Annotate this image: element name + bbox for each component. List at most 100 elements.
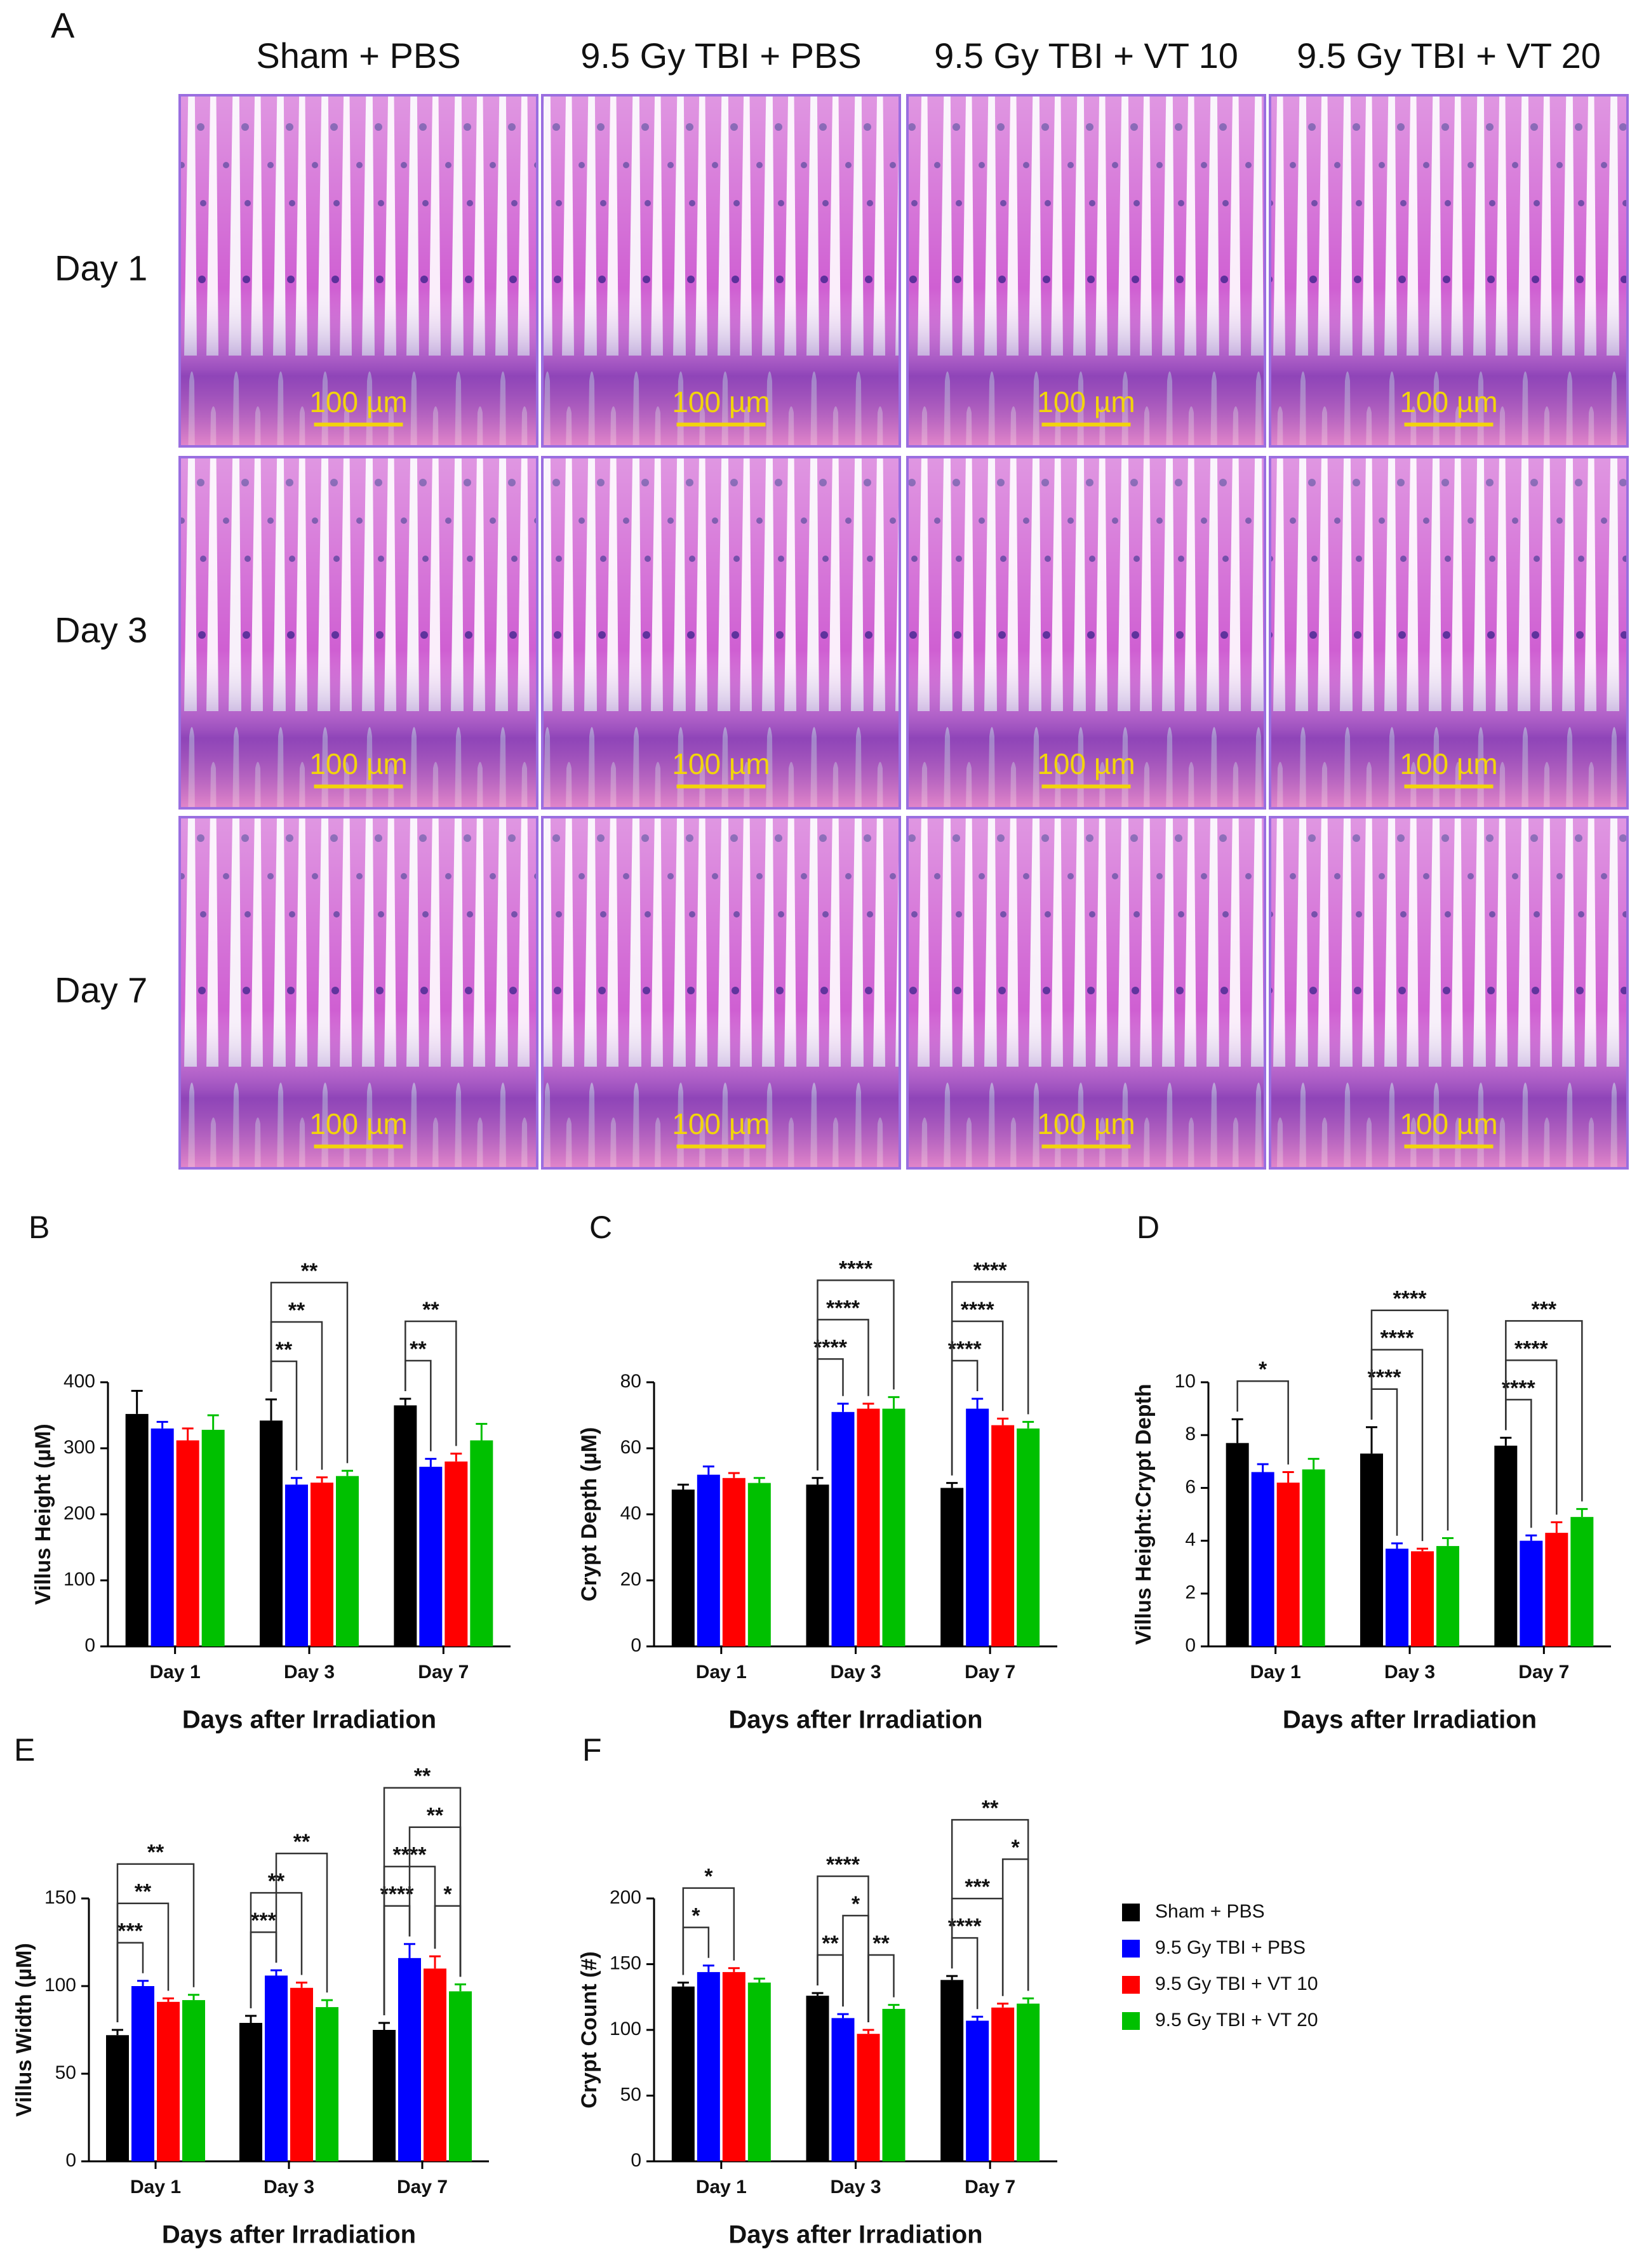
panel-label: D — [1137, 1210, 1160, 1245]
bar — [1436, 1545, 1459, 1646]
y-axis-label: Villus Height:Crypt Depth — [1132, 1384, 1156, 1644]
y-tick-label: 200 — [64, 1503, 95, 1524]
significance-label: **** — [948, 1337, 982, 1361]
y-tick-label: 4 — [1185, 1530, 1196, 1551]
error-bar — [753, 1977, 765, 1983]
error-bar — [702, 1465, 714, 1475]
x-tick-label: Day 3 — [284, 1662, 335, 1683]
bar — [131, 1986, 154, 2161]
bar — [373, 2030, 396, 2161]
significance-label: **** — [1514, 1337, 1549, 1361]
legend-label: 9.5 Gy TBI + VT 20 — [1155, 2010, 1318, 2031]
bar — [697, 1971, 720, 2161]
bar — [336, 1476, 359, 1646]
x-tick-label: Day 3 — [830, 2177, 881, 2198]
bar — [722, 1478, 745, 1646]
significance-bracket — [817, 1875, 869, 2022]
x-axis-label: Days after Irradiation — [182, 1706, 436, 1734]
histology-shade — [1269, 816, 1629, 1170]
significance-label: **** — [1368, 1366, 1402, 1390]
bar — [1302, 1469, 1325, 1646]
bar — [1226, 1443, 1249, 1646]
y-tick-label: 80 — [620, 1371, 641, 1392]
significance-label: * — [704, 1865, 713, 1889]
scale-bar-label: 100 µm — [1400, 385, 1497, 418]
y-tick-label: 300 — [64, 1437, 95, 1458]
x-tick-label: Day 1 — [150, 1662, 201, 1683]
bar — [1520, 1540, 1543, 1646]
significance-label: **** — [1393, 1287, 1427, 1311]
bar — [316, 2007, 338, 2161]
y-tick-label: 2 — [1185, 1582, 1196, 1603]
error-bar — [812, 1992, 824, 1996]
histology-shade — [1269, 456, 1629, 810]
significance-label: ** — [147, 1841, 164, 1865]
error-bar — [728, 1472, 740, 1478]
error-bar — [1366, 1426, 1377, 1454]
legend-label: 9.5 Gy TBI + PBS — [1155, 1937, 1306, 1958]
significance-bracket — [1236, 1380, 1289, 1465]
error-bar — [1525, 1534, 1537, 1541]
bar — [419, 1467, 443, 1646]
bar — [311, 1483, 333, 1646]
error-bar — [476, 1423, 488, 1441]
x-tick-label: Day 1 — [696, 2177, 747, 2198]
bar — [1017, 2003, 1040, 2161]
y-tick-label: 0 — [631, 2150, 641, 2171]
error-bar — [972, 1397, 984, 1409]
error-bar — [450, 1452, 462, 1462]
error-bar — [1022, 1420, 1034, 1429]
significance-bracket — [404, 1320, 457, 1446]
significance-label: ** — [301, 1259, 318, 1283]
error-bar — [182, 1427, 194, 1441]
error-bar — [316, 1476, 328, 1483]
x-tick-label: Day 3 — [1384, 1662, 1435, 1683]
bar — [176, 1440, 199, 1646]
bar — [747, 1982, 771, 2161]
significance-label: * — [1259, 1357, 1267, 1382]
error-bar — [378, 2022, 390, 2030]
bar — [882, 2008, 906, 2161]
significance-bracket — [817, 1279, 895, 1471]
error-bar — [291, 1477, 302, 1485]
significance-label: **** — [1502, 1376, 1536, 1400]
x-axis-label: Days after Irradiation — [162, 2221, 416, 2249]
y-axis-label: Villus Height (µM) — [31, 1424, 55, 1604]
row-label: Day 7 — [55, 970, 147, 1010]
x-axis-label: Days after Irradiation — [1283, 1706, 1537, 1734]
column-header: 9.5 Gy TBI + PBS — [580, 36, 862, 76]
bar — [1411, 1551, 1434, 1646]
error-bar — [702, 1964, 714, 1972]
significance-label: ** — [822, 1931, 839, 1956]
bar — [394, 1405, 417, 1646]
significance-label: **** — [961, 1298, 995, 1322]
significance-bracket — [1370, 1309, 1449, 1531]
bar — [966, 2020, 989, 2161]
bar — [260, 1420, 283, 1646]
error-bar — [156, 1420, 168, 1429]
bar — [424, 1968, 446, 2161]
error-bar — [1551, 1521, 1563, 1533]
legend-swatch — [1122, 2012, 1140, 2030]
error-bar — [425, 1458, 437, 1467]
error-bar — [1442, 1537, 1454, 1546]
bar — [1545, 1533, 1568, 1646]
bar — [265, 1975, 288, 2161]
bar — [806, 1484, 829, 1646]
bar — [449, 1991, 472, 2161]
significance-bracket — [1001, 1858, 1029, 1996]
significance-bracket — [951, 1281, 1029, 1476]
bar — [157, 2001, 180, 2161]
error-bar — [837, 1403, 849, 1412]
significance-label: * — [852, 1892, 860, 1916]
histology-shade — [541, 816, 901, 1170]
column-header: Sham + PBS — [256, 36, 460, 76]
x-tick-label: Day 1 — [1250, 1662, 1301, 1683]
y-tick-label: 400 — [64, 1371, 95, 1392]
scale-bar-label: 100 µm — [672, 747, 770, 780]
scale-bar-label: 100 µm — [1400, 747, 1497, 780]
bar — [857, 2034, 880, 2161]
significance-label: ** — [414, 1764, 431, 1789]
significance-label: *** — [117, 1919, 143, 1944]
error-bar — [455, 1983, 466, 1992]
